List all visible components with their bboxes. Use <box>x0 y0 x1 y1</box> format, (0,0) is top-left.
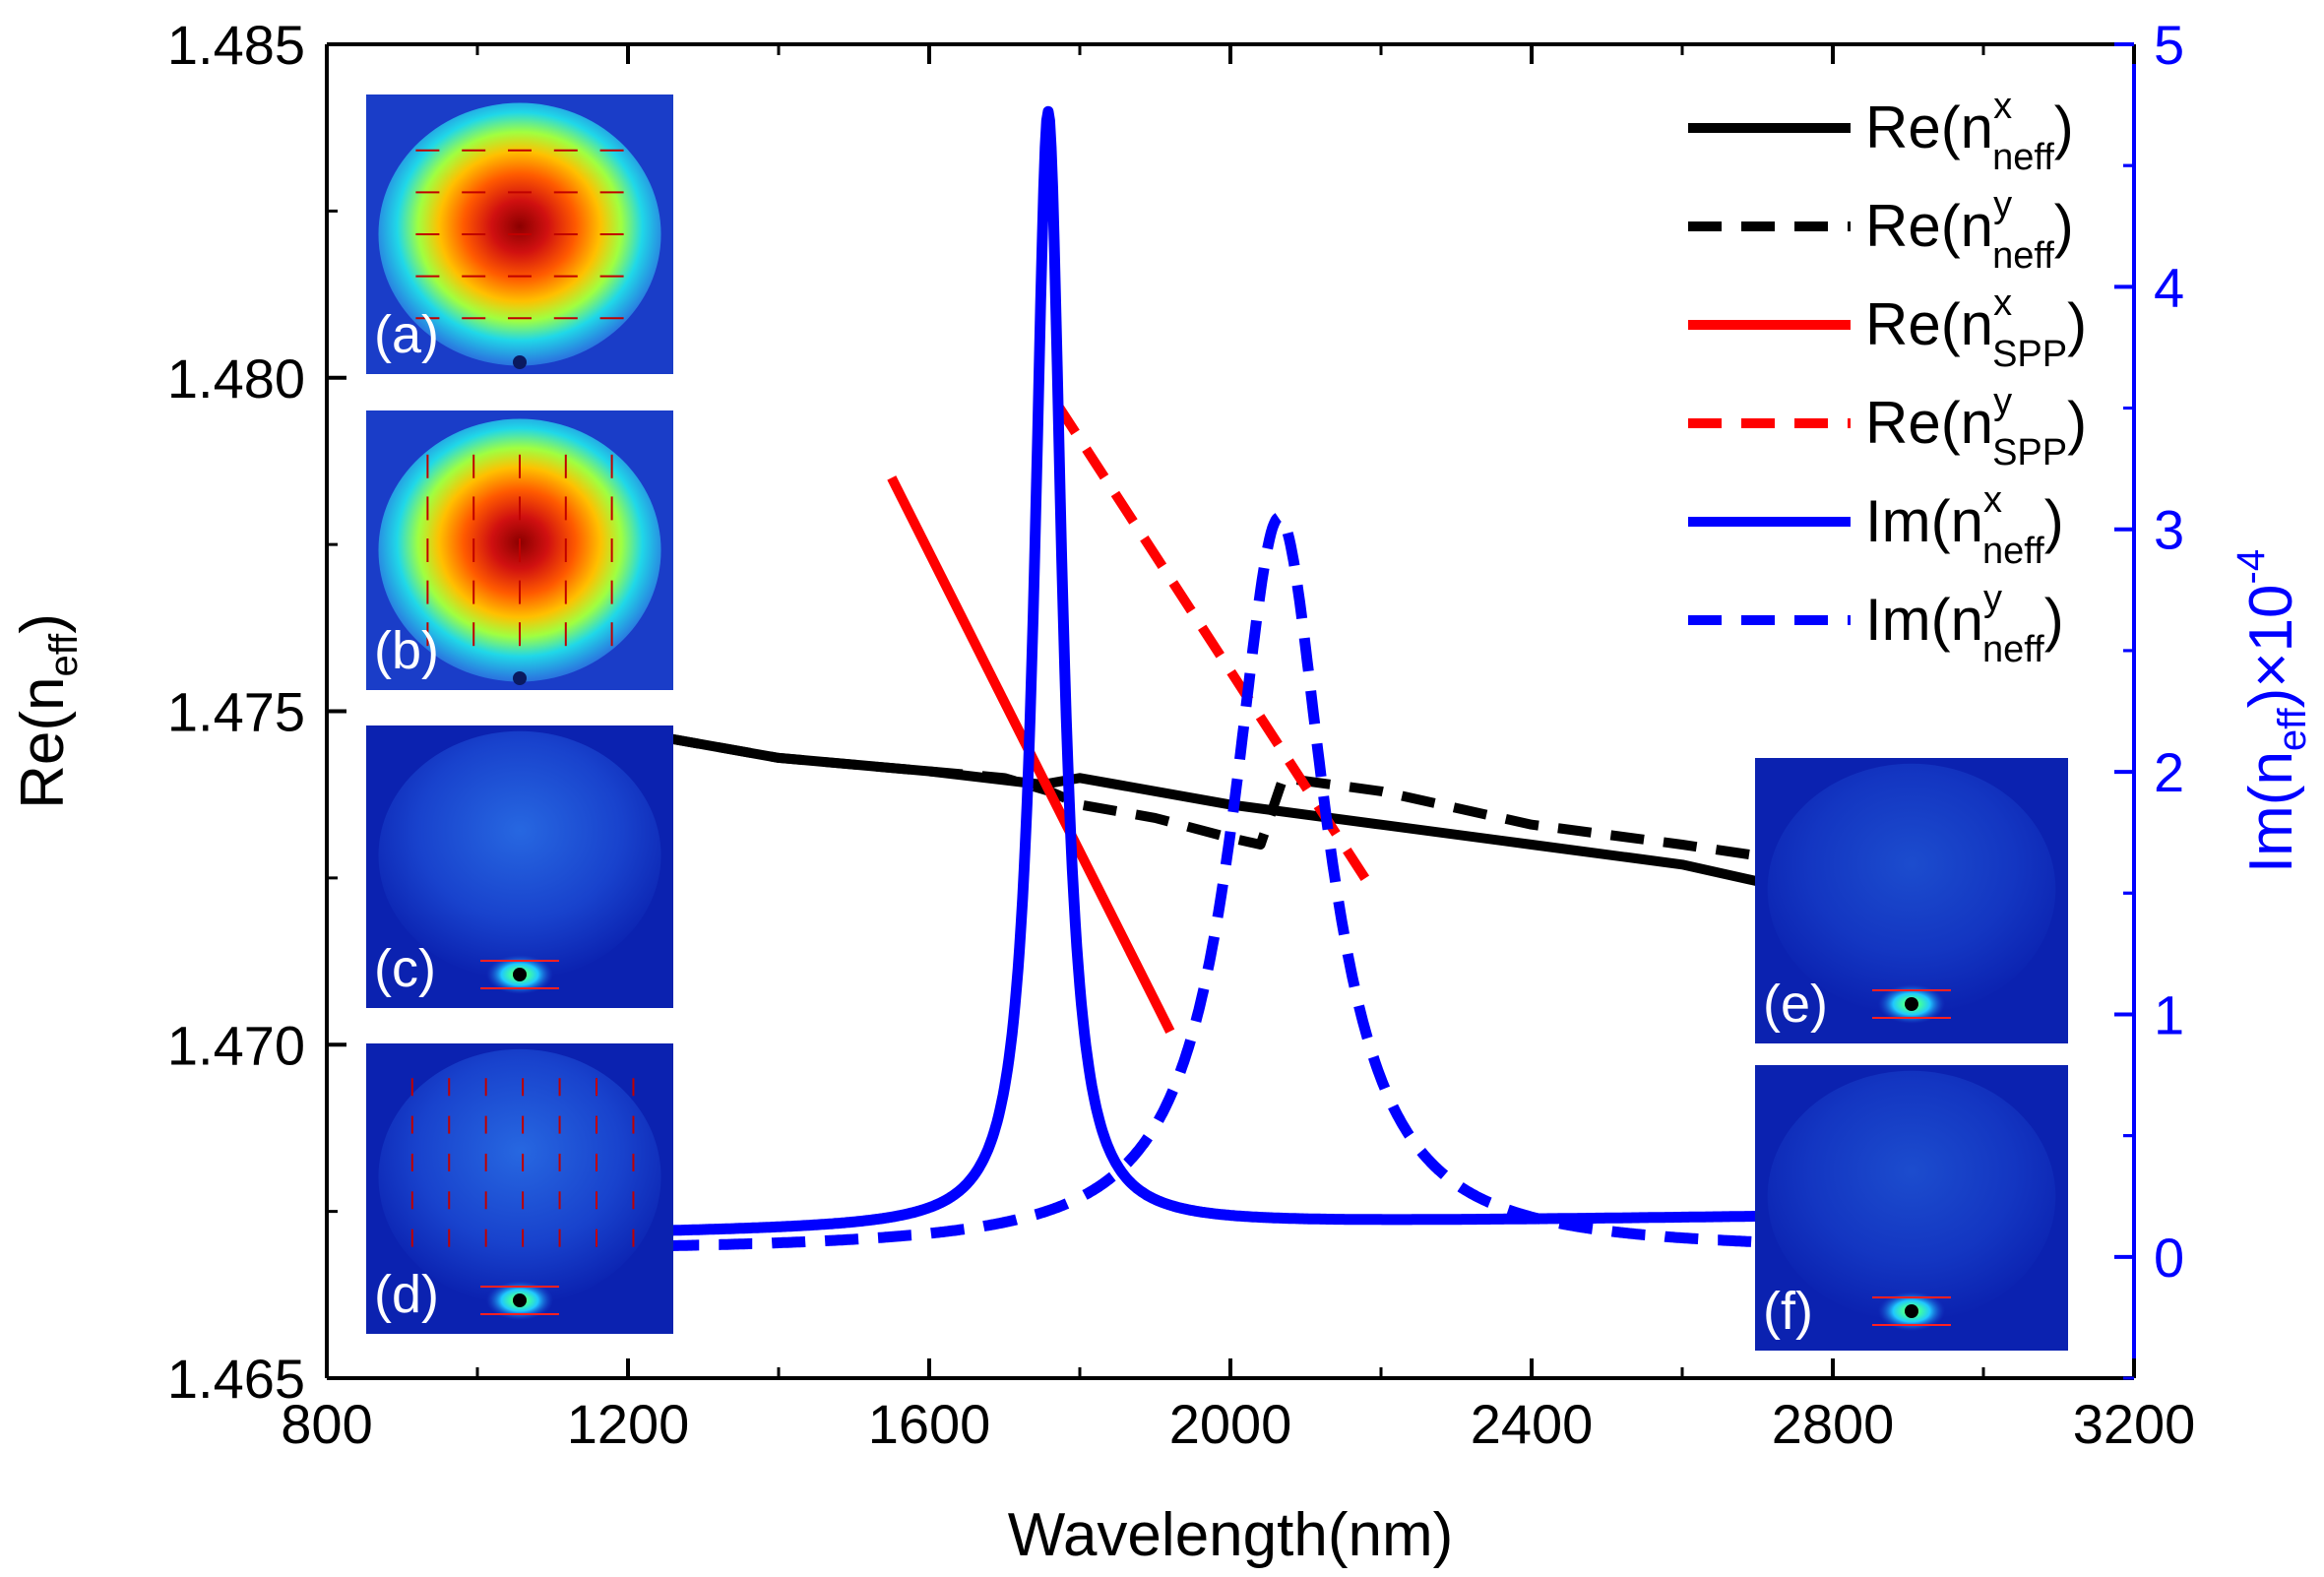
legend-label: Im(ny neff) <box>1865 578 2064 670</box>
x-tick-label: 2800 <box>1772 1393 1895 1455</box>
x-tick-label: 2000 <box>1169 1393 1292 1455</box>
y-left-tick-label: 1.470 <box>167 1014 305 1076</box>
inset-label: (d) <box>374 1265 439 1324</box>
legend-entry-im_x_neff: Im(nx neff) <box>1688 479 2064 572</box>
x-tick-label: 800 <box>281 1393 372 1455</box>
x-tick-label: 2400 <box>1471 1393 1594 1455</box>
y-right-axis-title: Im(neff)×10-4 <box>2230 549 2314 873</box>
x-tick-label: 1600 <box>868 1393 991 1455</box>
inset-label: (a) <box>374 305 439 364</box>
legend-label: Re(ny SPP) <box>1865 381 2087 473</box>
axes-layer: 800 1200 1600 2000 2400 2800 3200 1.465 1.470 1.4… <box>9 14 2314 1569</box>
legend-entry-re_y_neff: Re(ny neff) <box>1688 184 2074 277</box>
y-right-tick-label: 0 <box>2154 1227 2184 1289</box>
y-right-tick-label: 1 <box>2154 983 2184 1045</box>
legend-entry-re_x_neff: Re(nx neff) <box>1688 86 2074 178</box>
y-right-tick-label: 2 <box>2154 741 2184 803</box>
x-tick-label: 1200 <box>567 1393 690 1455</box>
y-left-tick-label: 1.485 <box>167 14 305 76</box>
inset-f: (f) <box>1755 1065 2068 1351</box>
y-right-tick-label: 3 <box>2154 499 2184 561</box>
inset-c: (c) <box>366 725 673 1008</box>
legend: Re(nx neff)Re(ny neff)Re(nx SPP)Re(ny SPP)Im… <box>1688 86 2087 670</box>
series-re_y_neff <box>664 732 1774 863</box>
y-right-tick-label: 4 <box>2154 256 2184 318</box>
inset-label: (c) <box>374 939 436 998</box>
legend-label: Re(ny neff) <box>1865 184 2074 277</box>
inset-label: (f) <box>1763 1282 1813 1341</box>
series-im_x_neff <box>661 105 1777 1236</box>
inset-label: (e) <box>1763 975 1828 1034</box>
series-layer <box>661 105 1777 1252</box>
inset-d: (d) <box>366 1043 673 1334</box>
y-left-tick-label: 1.475 <box>167 681 305 743</box>
legend-label: Re(nx neff) <box>1865 86 2074 178</box>
legend-entry-re_y_spp: Re(ny SPP) <box>1688 381 2087 473</box>
legend-label: Re(nx SPP) <box>1865 283 2087 375</box>
legend-entry-im_y_neff: Im(ny neff) <box>1688 578 2064 670</box>
legend-label: Im(nx neff) <box>1865 479 2064 572</box>
y-right-tick-label: 5 <box>2154 14 2184 76</box>
inset-b: (b) <box>366 410 673 690</box>
series-im_y_neff <box>661 512 1777 1252</box>
inset-label: (b) <box>374 621 439 680</box>
x-axis-title: Wavelength(nm) <box>1008 1501 1454 1569</box>
y-left-tick-label: 1.465 <box>167 1348 305 1410</box>
x-tick-label: 3200 <box>2073 1393 2196 1455</box>
inset-layer: (a) (b) (c) (d) (e) (f) <box>366 95 2068 1351</box>
inset-a: (a) <box>366 95 673 374</box>
y-left-tick-label: 1.480 <box>167 347 305 410</box>
y-left-axis-title: Re(neff) <box>9 613 86 809</box>
inset-e: (e) <box>1755 758 2068 1043</box>
legend-entry-re_x_spp: Re(nx SPP) <box>1688 283 2087 375</box>
